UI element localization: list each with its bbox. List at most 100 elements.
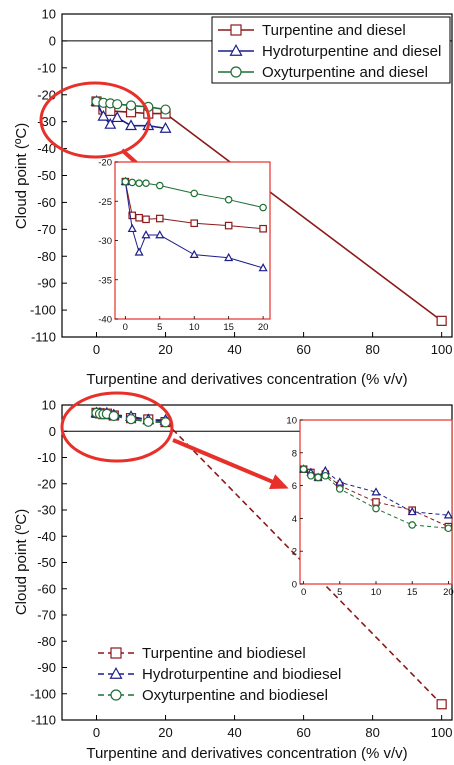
legend-swatch-marker xyxy=(109,667,123,679)
x-tick-label: 80 xyxy=(365,342,379,357)
legend-label: Turpentine and biodiesel xyxy=(142,645,306,662)
inset-y-tick-label: -40 xyxy=(98,315,112,326)
legend-label: Turpentine and diesel xyxy=(262,22,406,39)
inset-data-point xyxy=(224,221,233,230)
y-tick-label: -80 xyxy=(37,249,56,264)
y-tick-label: -100 xyxy=(30,303,56,318)
y-tick-label: -110 xyxy=(31,713,56,728)
x-tick-label: 60 xyxy=(296,725,310,740)
legend: Turpentine and biodiesel Hydroturpentine … xyxy=(98,645,341,704)
y-tick-label: -70 xyxy=(37,608,56,623)
y-tick-label: -40 xyxy=(37,141,56,156)
y-tick-label: -30 xyxy=(37,503,56,518)
data-point xyxy=(104,117,117,129)
inset-y-tick-label: 0 xyxy=(292,580,297,591)
legend-label: Oxyturpentine and biodiesel xyxy=(142,687,328,704)
legend-label: Hydroturpentine and diesel xyxy=(262,43,441,60)
highlight-ellipse xyxy=(60,391,174,463)
legend: Turpentine and diesel Hydroturpentine and… xyxy=(211,16,451,84)
inset-data-point xyxy=(155,230,165,239)
x-tick-label: 80 xyxy=(365,725,379,740)
y-tick-label: -80 xyxy=(37,634,56,649)
x-tick-label: 100 xyxy=(431,342,453,357)
data-point xyxy=(436,699,447,710)
data-point xyxy=(125,119,137,131)
inset-data-point xyxy=(134,247,144,256)
legend-swatch-marker xyxy=(230,66,242,78)
inset-x-tick-label: 20 xyxy=(258,322,269,333)
inset-data-point xyxy=(259,203,267,212)
y-tick-label: -50 xyxy=(37,555,56,570)
inset-series-oxyturpentine-and-biodiesel xyxy=(299,465,453,533)
y-tick-label: -40 xyxy=(37,529,56,544)
data-point xyxy=(112,99,123,110)
y-tick-label: -10 xyxy=(37,60,56,75)
y-tick-label: -20 xyxy=(37,476,56,491)
inset-data-point xyxy=(155,181,164,190)
x-axis-label: Turpentine and derivatives concentration… xyxy=(86,371,407,388)
inset-y-tick-label: 8 xyxy=(292,448,297,459)
data-point xyxy=(159,121,172,133)
inset-x-tick-label: 5 xyxy=(337,587,342,598)
inset-frame xyxy=(114,161,271,320)
data-point xyxy=(108,410,119,422)
y-tick-label: -70 xyxy=(37,222,56,237)
x-tick-label: 0 xyxy=(93,342,100,357)
inset-series-oxyturpentine-and-diesel xyxy=(121,177,267,212)
legend-label: Hydroturpentine and biodiesel xyxy=(142,666,341,683)
inset-data-point xyxy=(121,177,130,186)
inset-x-tick-label: 0 xyxy=(123,322,128,333)
inset-data-point xyxy=(443,510,453,519)
inset-x-tick-label: 0 xyxy=(301,587,306,598)
inset-chart: -20 -25 -30 -35 -40 0 5 10 15 20 xyxy=(98,158,271,333)
inset-data-point xyxy=(444,524,453,533)
inset-data-point xyxy=(155,214,164,223)
inset-y-tick-label: -20 xyxy=(98,158,112,169)
inset-data-point xyxy=(259,224,267,233)
x-tick-label: 20 xyxy=(158,342,172,357)
inset-data-point xyxy=(314,473,322,482)
inset-data-point xyxy=(321,471,330,480)
inset-x-tick-label: 5 xyxy=(157,322,162,333)
y-tick-label: -50 xyxy=(37,168,56,183)
inset-x-tick-label: 20 xyxy=(443,587,454,598)
inset-series-line xyxy=(124,181,264,269)
y-tick-label: 10 xyxy=(42,7,56,22)
y-tick-label: -60 xyxy=(37,581,56,596)
inset-y-tick-label: -35 xyxy=(98,275,112,286)
inset-data-point xyxy=(141,230,151,239)
inset-x-tick-label: 15 xyxy=(407,587,418,598)
inset-data-point xyxy=(135,213,143,222)
legend-swatch-marker xyxy=(110,647,122,659)
legend-swatch-marker xyxy=(230,24,242,36)
y-tick-label: -60 xyxy=(37,195,56,210)
inset-data-point xyxy=(128,178,137,187)
x-tick-label: 60 xyxy=(296,342,310,357)
inset-data-point xyxy=(224,252,234,262)
data-point xyxy=(143,416,154,427)
inset-data-point xyxy=(142,179,150,187)
inset-y-tick-label: 6 xyxy=(292,481,297,492)
data-point xyxy=(125,100,137,111)
inset-y-tick-label: 10 xyxy=(286,416,297,427)
series-oxyturpentine-and-biodiesel xyxy=(91,407,171,428)
y-tick-label: -110 xyxy=(31,330,56,345)
x-tick-label: 40 xyxy=(227,725,241,740)
inset-data-point xyxy=(335,477,345,486)
x-tick-label: 40 xyxy=(227,342,241,357)
legend-swatch-marker xyxy=(229,44,243,56)
zoom-arrow xyxy=(172,438,286,489)
y-tick-label: -90 xyxy=(37,660,56,675)
inset-data-point xyxy=(372,504,380,513)
inset-data-point xyxy=(307,471,315,480)
zoom-arrow-head xyxy=(268,474,289,489)
inset-data-point xyxy=(299,465,308,474)
y-tick-label: 0 xyxy=(49,424,56,439)
y-tick-label: 0 xyxy=(49,33,56,48)
y-tick-label: 10 xyxy=(42,398,56,413)
inset-data-point xyxy=(371,487,381,496)
y-tick-label: -90 xyxy=(37,276,56,291)
